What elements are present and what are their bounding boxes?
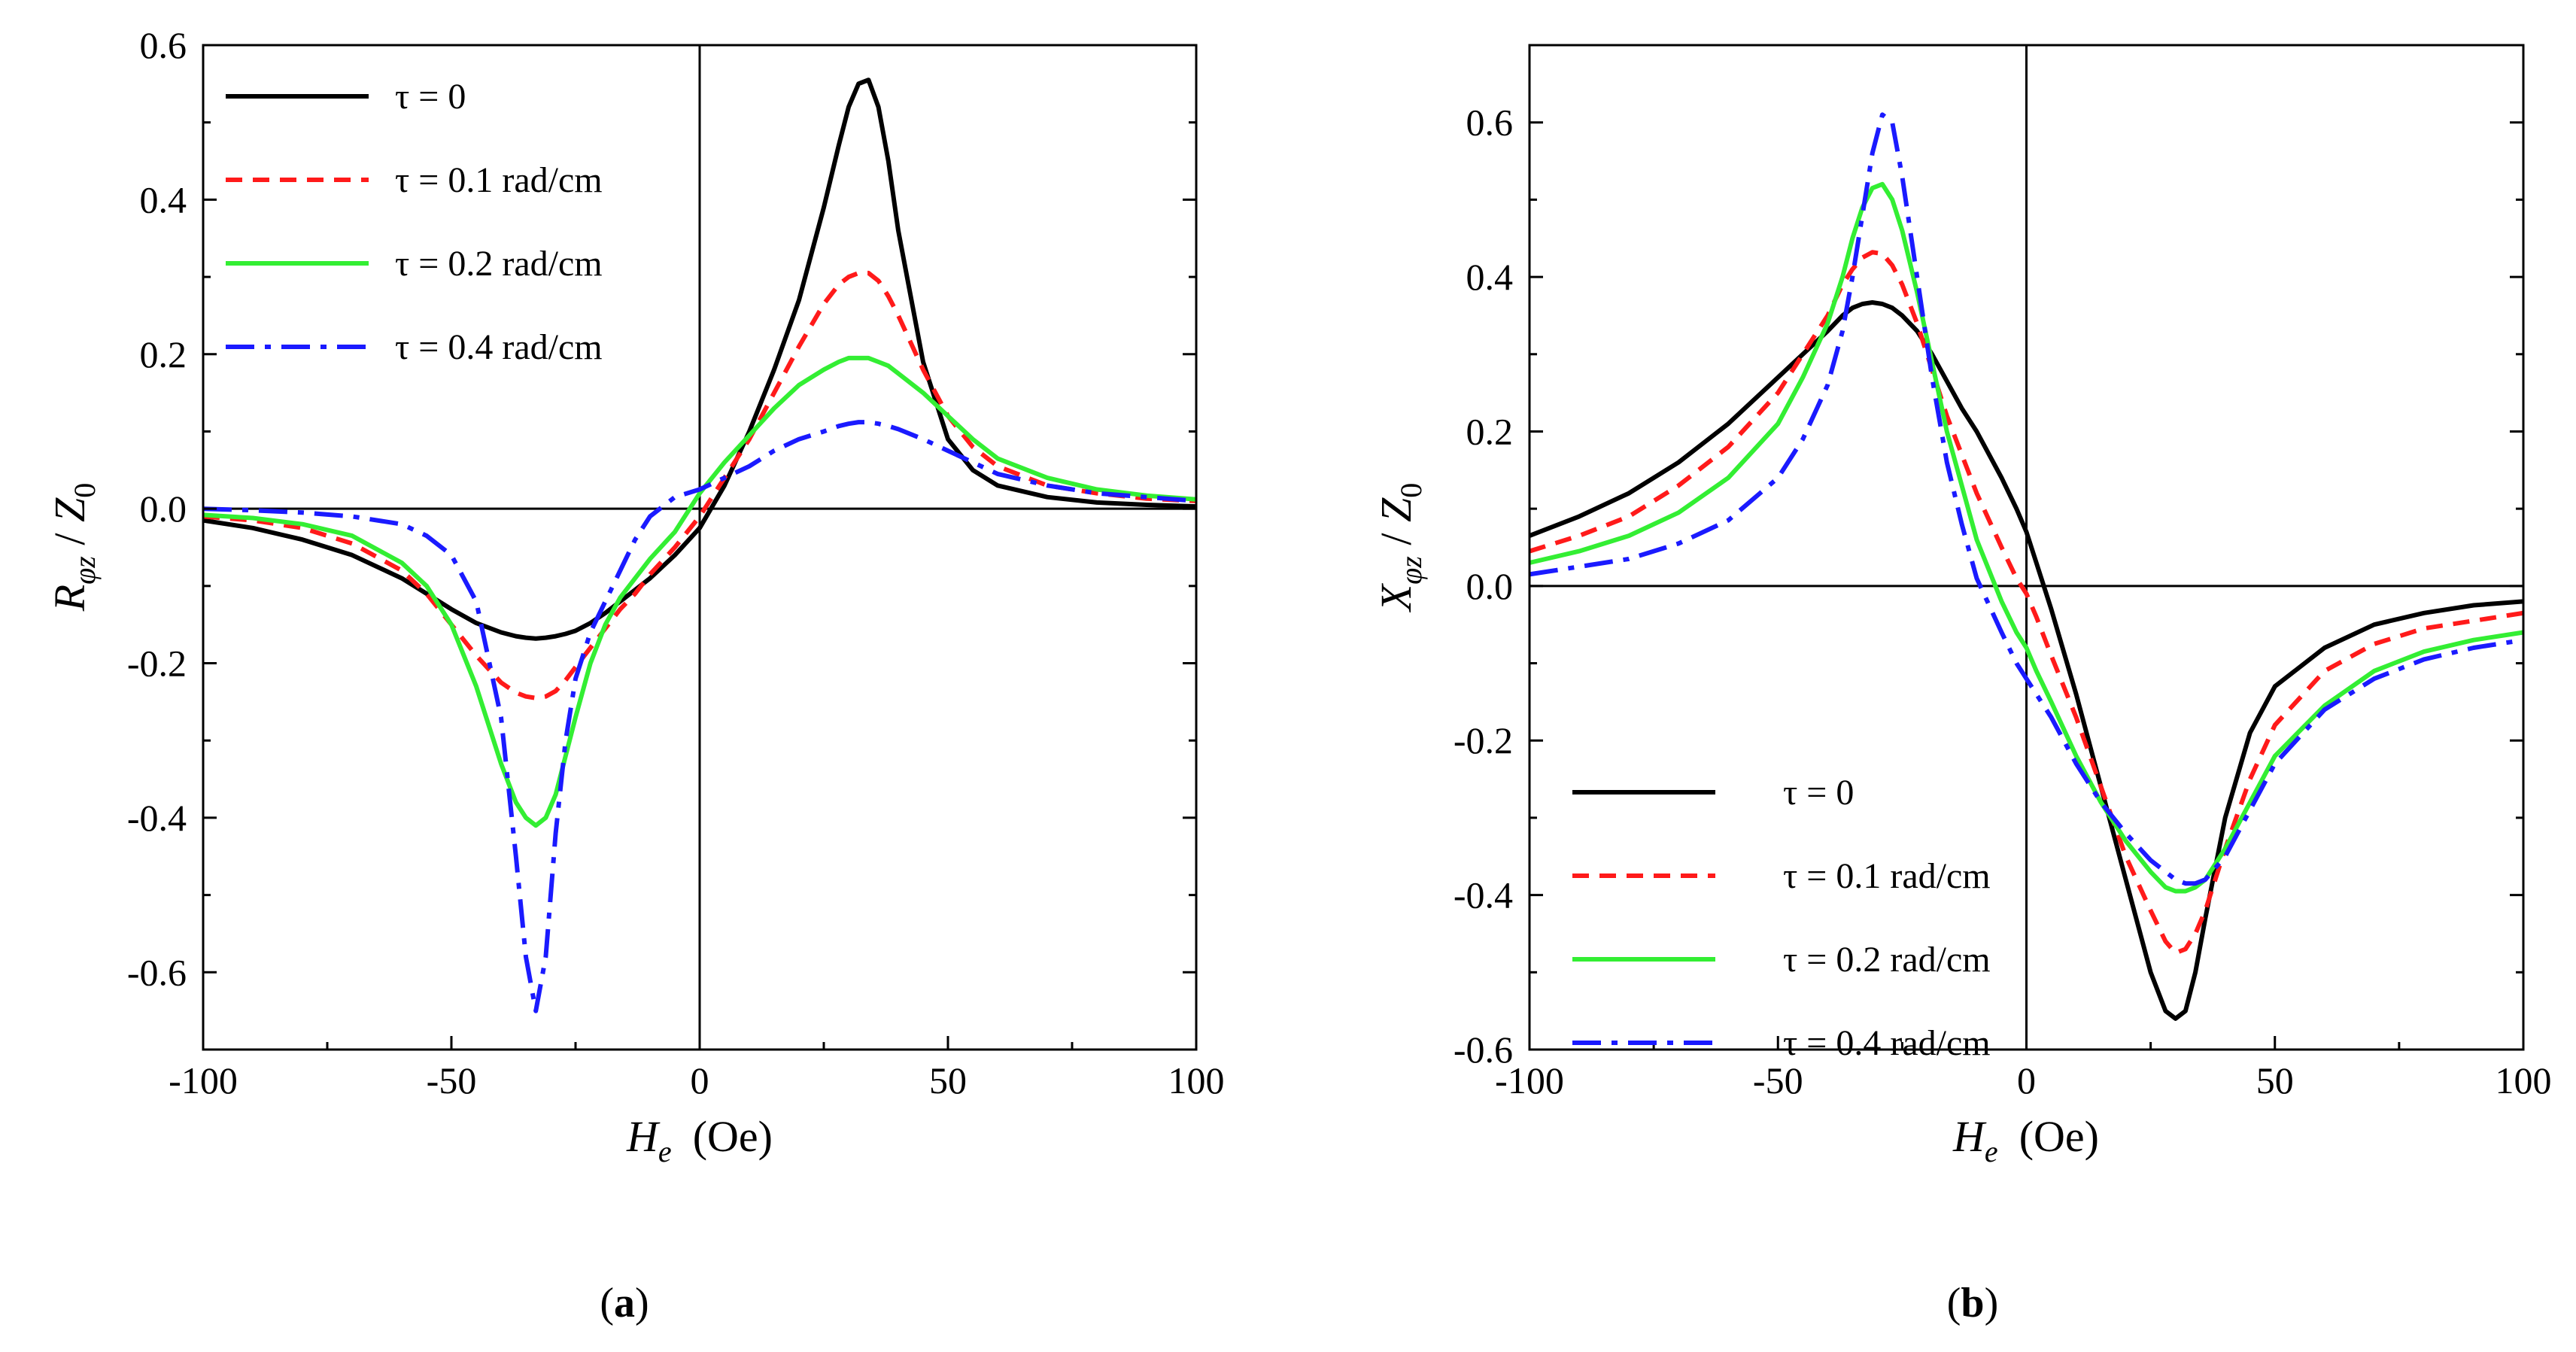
series-line <box>1529 112 2524 886</box>
y-axis-label: Xφz / Z0 <box>1372 483 1428 613</box>
y-tick-label: 0.6 <box>140 24 187 66</box>
series-line <box>202 270 1197 700</box>
legend-label: τ = 0 <box>395 77 466 117</box>
series-line <box>202 355 1197 828</box>
x-tick-label: 50 <box>2256 1059 2294 1101</box>
y-tick-label: 0.0 <box>1466 565 1514 607</box>
chart-panel-b: -100 -50 0 50 100 -0.6 -0.4 -0.2 0.0 0.2 0.4 0.6 τ … <box>1372 44 2552 1326</box>
x-axis-label: He (Oe) <box>626 1112 773 1168</box>
y-tick-label: -0.6 <box>1454 1028 1513 1071</box>
y-axis-label: Rφz / Z0 <box>45 483 102 612</box>
series-line <box>1529 250 2524 956</box>
y-tick-label: -0.4 <box>127 797 187 839</box>
y-tick-label: 0.0 <box>140 488 187 530</box>
x-tick-label: -100 <box>169 1059 238 1101</box>
y-tick-label: -0.2 <box>127 643 187 685</box>
legend-label: τ = 0.4 rad/cm <box>1783 1023 1991 1063</box>
x-tick-label: 50 <box>929 1059 967 1101</box>
panel-label-a: (a) <box>600 1280 649 1326</box>
legend-label: τ = 0.1 rad/cm <box>1783 856 1991 896</box>
x-axis-label: He (Oe) <box>1952 1112 2099 1168</box>
x-tick-label: 0 <box>691 1059 709 1101</box>
legend-label: τ = 0.2 rad/cm <box>1783 940 1991 980</box>
y-tick-label: 0.2 <box>1466 410 1514 452</box>
x-tick-label: -50 <box>427 1059 477 1101</box>
chart-panel-a: -100 -50 0 50 100 -0.6 -0.4 -0.2 0.0 0.2 0.4 0.6 τ … <box>45 24 1225 1326</box>
y-tick-label: 0.4 <box>1466 256 1514 298</box>
y-tick-label: -0.4 <box>1454 874 1513 916</box>
x-tick-label: -50 <box>1753 1059 1803 1101</box>
x-tick-label: -100 <box>1495 1059 1564 1101</box>
x-tick-label: 100 <box>2496 1059 2552 1101</box>
panel-label-b: (b) <box>1947 1280 1998 1326</box>
legend-label: τ = 0.2 rad/cm <box>395 244 603 284</box>
y-tick-label: -0.2 <box>1454 719 1513 761</box>
y-tick-label: 0.2 <box>140 333 187 375</box>
series-line <box>202 77 1197 641</box>
y-tick-label: 0.4 <box>140 178 187 220</box>
series-line <box>1529 181 2524 894</box>
legend-label: τ = 0.4 rad/cm <box>395 327 603 367</box>
x-tick-label: 0 <box>2017 1059 2036 1101</box>
x-tick-label: 100 <box>1168 1059 1225 1101</box>
legend-label: τ = 0 <box>1783 773 1854 813</box>
y-tick-label: 0.6 <box>1466 102 1514 144</box>
y-tick-label: -0.6 <box>127 951 187 993</box>
legend-label: τ = 0.1 rad/cm <box>395 160 603 200</box>
